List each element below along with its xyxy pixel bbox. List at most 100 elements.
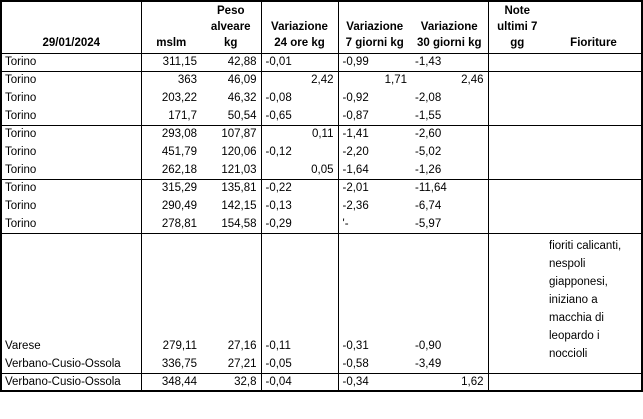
cell-peso[interactable]: 121,03 xyxy=(201,161,262,180)
cell-peso[interactable]: 120,06 xyxy=(201,143,262,161)
cell-var30[interactable]: -2,08 xyxy=(411,89,489,107)
cell-peso[interactable]: 154,58 xyxy=(201,215,262,234)
cell-var7[interactable]: -0,99 xyxy=(338,53,411,72)
cell-location[interactable]: Verbano-Cusio-Ossola xyxy=(1,373,142,391)
cell-fioriture[interactable] xyxy=(546,71,642,89)
cell-var30[interactable]: -11,64 xyxy=(411,179,489,197)
cell-var24[interactable] xyxy=(261,233,339,337)
cell-mslm[interactable]: 451,79 xyxy=(161,146,197,158)
cell-location[interactable]: Torino xyxy=(1,161,142,180)
cell-var24[interactable]: 0,05 xyxy=(261,161,339,180)
cell-location[interactable]: Verbano-Cusio-Ossola xyxy=(1,355,142,374)
cell-var24[interactable]: -0,12 xyxy=(261,143,339,161)
header-variazione-30g[interactable]: Variazione 30 giorni kg xyxy=(411,1,489,54)
cell-var30[interactable]: -6,74 xyxy=(411,197,489,215)
cell-peso[interactable]: 27,16 xyxy=(201,337,262,355)
cell-var7[interactable]: -0,58 xyxy=(338,355,411,374)
cell-fioriture[interactable] xyxy=(546,179,642,197)
header-mslm[interactable]: mslm xyxy=(141,1,201,54)
cell-peso[interactable]: 27,21 xyxy=(201,355,262,374)
cell-note[interactable] xyxy=(488,143,546,161)
cell-var7[interactable]: -2,36 xyxy=(342,200,369,212)
cell-var30[interactable]: -0,90 xyxy=(411,337,489,355)
cell-var7[interactable]: -2,20 xyxy=(342,146,369,158)
cell-var24[interactable]: -0,29 xyxy=(261,215,339,234)
cell-fioriture[interactable] xyxy=(546,53,642,72)
cell-note[interactable] xyxy=(488,161,546,180)
cell-var24[interactable]: 0,11 xyxy=(261,125,339,143)
cell-location[interactable]: Torino xyxy=(1,179,142,197)
cell-fioriture[interactable] xyxy=(546,107,642,126)
cell-peso[interactable]: 142,15 xyxy=(201,197,262,215)
cell-location[interactable]: Torino xyxy=(1,53,142,72)
cell-var24[interactable]: -0,13 xyxy=(261,197,339,215)
cell-mslm[interactable]: 311,15 xyxy=(141,53,201,72)
header-date[interactable]: 29/01/2024 xyxy=(1,1,142,54)
header-variazione-7g[interactable]: Variazione 7 giorni kg xyxy=(338,1,411,54)
cell-mslm[interactable]: 293,08 xyxy=(161,128,197,141)
cell-var30[interactable]: -2,60 xyxy=(411,125,489,143)
cell-note[interactable] xyxy=(488,179,546,197)
cell-var7[interactable] xyxy=(338,233,411,337)
cell-var24[interactable]: -0,04 xyxy=(261,373,339,391)
cell-mslm[interactable]: 290,49 xyxy=(161,200,197,212)
cell-var7[interactable]: -1,41 xyxy=(342,128,369,141)
cell-fioriture[interactable] xyxy=(546,161,642,180)
cell-mslm[interactable]: 262,18 xyxy=(141,161,201,180)
cell-var30[interactable]: -5,02 xyxy=(411,143,489,161)
cell-var7[interactable]: '- xyxy=(338,215,411,234)
cell-var30[interactable]: 1,62 xyxy=(411,373,489,391)
cell-location[interactable] xyxy=(1,233,142,337)
cell-var30[interactable] xyxy=(411,233,489,337)
cell-var24[interactable]: 2,42 xyxy=(261,71,339,89)
cell-var7[interactable]: -0,87 xyxy=(338,107,411,126)
cell-note[interactable] xyxy=(488,373,546,391)
cell-note[interactable] xyxy=(488,233,546,374)
cell-var24[interactable]: -0,08 xyxy=(261,89,339,107)
cell-mslm[interactable]: 315,29 xyxy=(161,182,197,195)
cell-note[interactable] xyxy=(488,215,546,234)
cell-var7[interactable]: 1,71 xyxy=(384,74,407,87)
cell-mslm[interactable]: 336,75 xyxy=(141,355,201,374)
cell-var30[interactable]: -1,26 xyxy=(411,161,489,180)
cell-location[interactable]: Torino xyxy=(1,197,142,215)
cell-fioriture-note[interactable]: fioriti calicanti, nespoli giapponesi, i… xyxy=(546,233,642,374)
cell-fioriture[interactable] xyxy=(546,125,642,143)
cell-location[interactable]: Torino xyxy=(1,89,142,107)
cell-note[interactable] xyxy=(488,89,546,107)
cell-fioriture[interactable] xyxy=(546,197,642,215)
cell-fioriture[interactable] xyxy=(546,373,642,391)
cell-location[interactable]: Torino xyxy=(1,107,142,126)
header-note-7gg[interactable]: Note ultimi 7 gg xyxy=(488,1,546,54)
cell-note[interactable] xyxy=(488,53,546,72)
header-peso-alveare[interactable]: Peso alveare kg xyxy=(201,1,262,54)
cell-peso[interactable]: 135,81 xyxy=(201,179,262,197)
cell-location[interactable]: Varese xyxy=(1,337,142,355)
cell-mslm[interactable] xyxy=(141,233,201,337)
header-fioriture[interactable]: Fioriture xyxy=(546,1,642,54)
cell-var24[interactable]: -0,65 xyxy=(261,107,339,126)
cell-peso[interactable]: 32,8 xyxy=(201,373,262,391)
cell-mslm[interactable]: 363 xyxy=(177,74,197,87)
cell-note[interactable] xyxy=(488,107,546,126)
cell-var7[interactable]: -0,34 xyxy=(342,375,369,388)
cell-location[interactable]: Torino xyxy=(1,215,142,234)
cell-peso[interactable]: 46,09 xyxy=(201,71,262,89)
cell-mslm[interactable]: 203,22 xyxy=(161,92,197,104)
cell-var30[interactable]: -1,55 xyxy=(411,107,489,126)
cell-var7[interactable]: -0,31 xyxy=(342,340,369,352)
cell-var7[interactable]: -0,92 xyxy=(342,92,369,104)
cell-mslm[interactable]: 171,7 xyxy=(141,107,201,126)
cell-var7[interactable]: -1,64 xyxy=(338,161,411,180)
cell-var24[interactable]: -0,05 xyxy=(261,355,339,374)
cell-note[interactable] xyxy=(488,125,546,143)
cell-note[interactable] xyxy=(488,71,546,89)
cell-var30[interactable]: 2,46 xyxy=(411,71,489,89)
cell-peso[interactable]: 42,88 xyxy=(201,53,262,72)
cell-peso[interactable]: 50,54 xyxy=(201,107,262,126)
cell-var24[interactable]: -0,22 xyxy=(261,179,339,197)
cell-mslm[interactable]: 279,11 xyxy=(162,340,197,352)
cell-peso[interactable]: 46,32 xyxy=(201,89,262,107)
cell-fioriture[interactable] xyxy=(546,143,642,161)
cell-fioriture[interactable] xyxy=(546,89,642,107)
